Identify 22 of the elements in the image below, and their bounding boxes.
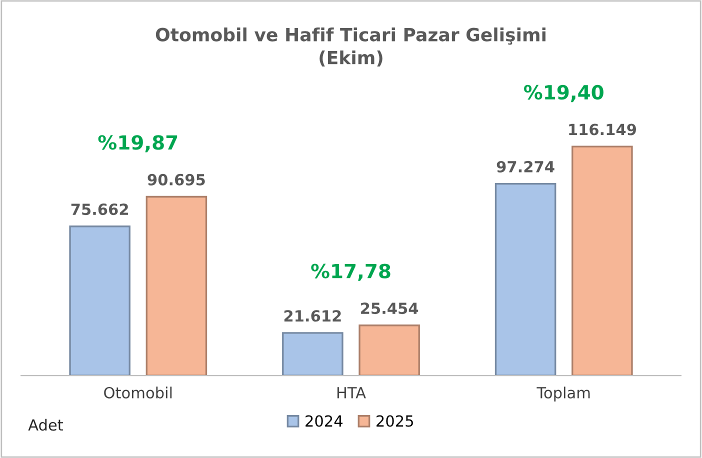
text: %19,40	[524, 84, 604, 102]
data-label: 97.274	[496, 160, 554, 172]
bar	[69, 226, 130, 376]
bar	[494, 182, 556, 376]
annotation: %19,87	[98, 135, 178, 152]
bar	[358, 324, 420, 376]
bar	[146, 196, 208, 376]
data-label: 21.612	[284, 310, 341, 322]
x-tick-label: HTA	[337, 387, 366, 398]
data-label: 116.149	[569, 124, 636, 136]
annotation: %17,78	[311, 264, 390, 281]
data-label: 25.454	[361, 302, 418, 314]
data-label: 75.662	[71, 204, 128, 216]
data-label: 90.695	[148, 174, 205, 186]
x-tick-label: Toplam	[536, 386, 590, 402]
x-tick-label: Otomobil	[104, 386, 172, 398]
bar	[282, 332, 344, 376]
chart-title: Otomobil ve Hafif Ticari Pazar Gelişimi (Ekim)	[156, 27, 546, 67]
bar	[572, 146, 633, 376]
legend-label: 2025	[376, 415, 413, 427]
text: Adet	[28, 418, 63, 431]
legend-label: 2024	[306, 415, 343, 427]
